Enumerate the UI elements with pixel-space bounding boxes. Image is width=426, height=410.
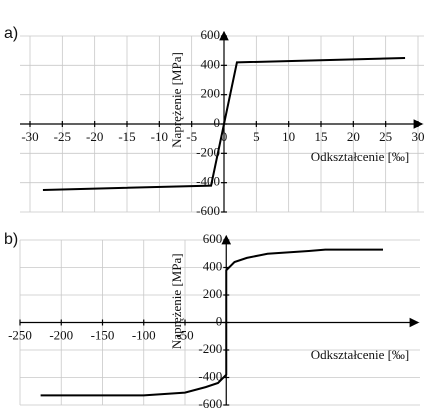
x-tick-label: -30 — [21, 129, 38, 144]
x-tick-label: -50 — [176, 327, 193, 342]
y-tick-label: 200 — [201, 86, 221, 101]
x-axis-label: Odkształcenie [‰] — [311, 149, 410, 164]
panel-label: b) — [4, 231, 18, 248]
x-tick-label: -100 — [132, 327, 156, 342]
x-tick-label: -15 — [118, 129, 135, 144]
data-line — [42, 57, 406, 191]
panel-label: a) — [4, 25, 18, 42]
y-tick-label: 600 — [203, 231, 223, 246]
x-tick-label: 10 — [282, 129, 295, 144]
y-axis-label: Naprężenie [MPa] — [169, 253, 184, 349]
x-axis-label: Odkształcenie [‰] — [311, 347, 410, 362]
y-tick-label: 400 — [203, 258, 223, 273]
x-tick-label: -10 — [151, 129, 168, 144]
y-tick-label: -200 — [196, 144, 220, 159]
x-tick-label: 20 — [347, 129, 360, 144]
x-tick-label: -5 — [186, 129, 197, 144]
x-tick-label: -250 — [8, 327, 32, 342]
x-tick-label: -20 — [86, 129, 103, 144]
x-tick-label: 30 — [412, 129, 425, 144]
y-tick-label: -400 — [198, 368, 222, 383]
x-tick-label: 25 — [379, 129, 392, 144]
y-tick-label: 600 — [201, 27, 221, 42]
y-tick-label: -600 — [196, 203, 220, 218]
x-tick-label: 15 — [315, 129, 328, 144]
y-tick-label: 200 — [203, 286, 223, 301]
y-tick-label: -200 — [198, 341, 222, 356]
data-line — [40, 248, 383, 397]
x-tick-label: 5 — [253, 129, 260, 144]
x-tick-label: -200 — [49, 327, 73, 342]
y-axis-label: Naprężenie [MPa] — [169, 52, 184, 148]
y-tick-label: 400 — [201, 56, 221, 71]
x-tick-label: 0 — [221, 129, 228, 144]
y-tick-label: 0 — [214, 115, 221, 130]
x-tick-label: -25 — [54, 129, 71, 144]
x-tick-label: -150 — [91, 327, 115, 342]
y-tick-label: -600 — [198, 396, 222, 410]
y-tick-label: 0 — [216, 313, 223, 328]
